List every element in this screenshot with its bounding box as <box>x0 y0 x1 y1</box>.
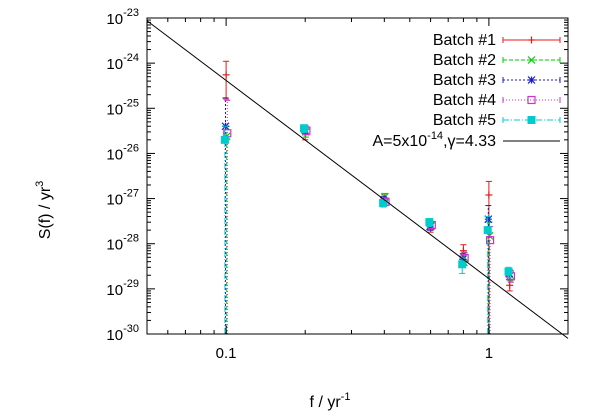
data-point <box>222 125 231 334</box>
y-tick-label: 10-25 <box>106 97 139 118</box>
y-axis-label: S(f) / yr3 <box>34 181 54 240</box>
y-tick-label: 10-23 <box>106 7 139 28</box>
legend-label: Batch #4 <box>433 92 496 109</box>
series-2 <box>222 125 515 334</box>
y-tick-label: 10-26 <box>106 142 139 163</box>
y-tick-label: 10-30 <box>106 323 139 344</box>
point-marker <box>220 135 229 144</box>
legend-marker <box>527 76 536 84</box>
legend-label: Batch #5 <box>433 112 496 129</box>
legend-label: Batch #3 <box>433 72 496 89</box>
x-tick-label: 0.1 <box>216 345 237 362</box>
legend-marker <box>527 95 536 105</box>
data-point <box>425 218 434 228</box>
legend-fit-label: A=5x10-14,γ=4.33 <box>372 130 496 150</box>
point-marker <box>300 124 309 133</box>
legend-entry-1: Batch #1 <box>433 32 561 49</box>
tick-layer: 10-23 10-24 10-25 10-26 10-27 10-28 10-29 10-30… <box>106 7 569 362</box>
legend-entry-4: Batch #4 <box>433 92 561 109</box>
point-marker <box>222 71 230 79</box>
legend-entry-2: Batch #2 <box>433 52 561 69</box>
data-point <box>484 205 493 334</box>
legend-entry-fit: A=5x10-14,γ=4.33 <box>372 130 560 150</box>
data-point <box>504 266 513 278</box>
point-marker <box>485 236 495 245</box>
legend: Batch #1 Batch #2 Batch #3 Batch #4 Batch #5… <box>372 32 561 150</box>
fit-line-layer <box>146 20 569 339</box>
point-marker <box>506 281 514 289</box>
legend-entry-5: Batch #5 <box>433 112 561 129</box>
point-marker <box>504 267 513 276</box>
point-marker <box>458 260 467 269</box>
data-point <box>485 180 493 334</box>
x-axis-label: f / yr-1 <box>310 391 351 411</box>
y-tick-label: 10-27 <box>106 188 139 209</box>
y-tick-label: 10-28 <box>106 233 139 254</box>
fit-line <box>146 20 569 339</box>
point-marker <box>483 226 492 235</box>
y-tick-label: 10-24 <box>106 52 139 73</box>
y-tick-label: 10-29 <box>106 278 139 299</box>
data-point <box>483 216 492 334</box>
x-tick-label: 1 <box>485 345 493 362</box>
point-marker <box>485 191 493 199</box>
legend-label: Batch #2 <box>433 52 496 69</box>
data-point <box>458 257 467 274</box>
legend-marker <box>528 36 535 44</box>
plot-frame <box>146 17 569 335</box>
data-point <box>300 124 309 134</box>
legend-marker <box>527 116 536 124</box>
data-point <box>220 125 229 334</box>
legend-entry-3: Batch #3 <box>433 72 561 89</box>
series-5 <box>220 124 513 334</box>
point-marker <box>425 218 434 227</box>
legend-label: Batch #1 <box>433 32 496 49</box>
series-layer <box>220 60 516 334</box>
legend-marker <box>527 56 536 64</box>
